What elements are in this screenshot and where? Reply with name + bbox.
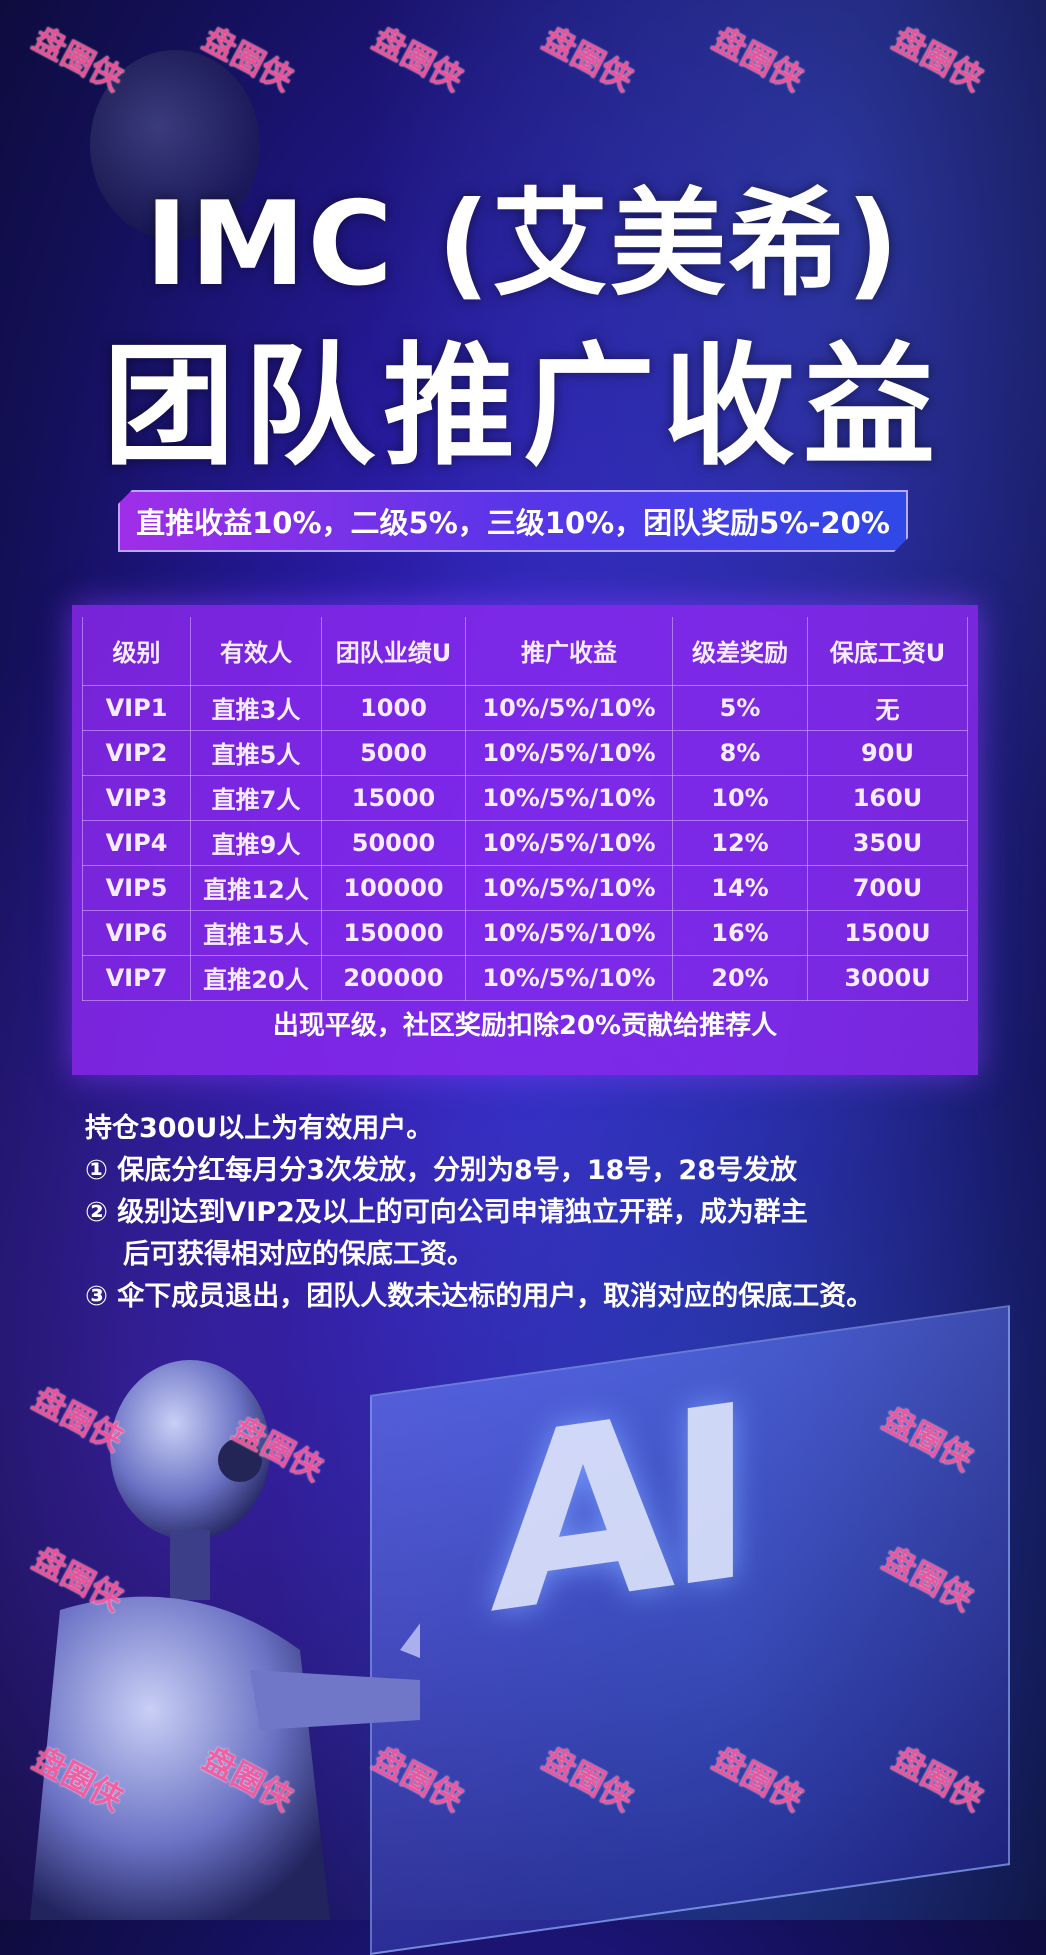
cell-level: VIP1 (82, 684, 191, 731)
rule-item-2-continued: 后可获得相对应的保底工资。 (123, 1239, 474, 1270)
cell-base-salary: 90U (807, 729, 968, 776)
cell-level-difference-reward: 14% (672, 864, 808, 911)
table-row: VIP7 直推20人 200000 10%/5%/10% 20% 3000U (82, 954, 968, 1001)
cell-level: VIP7 (82, 954, 191, 1001)
cell-base-salary: 350U (807, 819, 968, 866)
cell-promotion-income: 10%/5%/10% (465, 774, 673, 821)
cell-promotion-income: 10%/5%/10% (465, 864, 673, 911)
cell-team-performance: 50000 (321, 819, 466, 866)
cell-valid-members: 直推3人 (190, 684, 322, 731)
header-team-performance: 团队业绩U (321, 617, 466, 686)
cell-valid-members: 直推7人 (190, 774, 322, 821)
cell-level-difference-reward: 10% (672, 774, 808, 821)
header-level: 级别 (82, 617, 191, 686)
cell-team-performance: 200000 (321, 954, 466, 1001)
cell-level-difference-reward: 12% (672, 819, 808, 866)
cell-team-performance: 100000 (321, 864, 466, 911)
cell-valid-members: 直推20人 (190, 954, 322, 1001)
rule-item-3: ③ 伞下成员退出，团队人数未达标的用户，取消对应的保底工资。 (85, 1281, 874, 1312)
table-row: VIP4 直推9人 50000 10%/5%/10% 12% 350U (82, 819, 968, 866)
rules-intro: 持仓300U以上为有效用户。 (85, 1113, 434, 1144)
cell-base-salary: 无 (807, 684, 968, 731)
rule-item-1: ① 保底分红每月分3次发放，分别为8号，18号，28号发放 (85, 1155, 797, 1186)
rule-item-2: ② 级别达到VIP2及以上的可向公司申请独立开群，成为群主 (85, 1197, 808, 1228)
cell-valid-members: 直推15人 (190, 909, 322, 956)
page-title-line2: 团队推广收益 (103, 330, 943, 484)
cell-base-salary: 1500U (807, 909, 968, 956)
cell-promotion-income: 10%/5%/10% (465, 954, 673, 1001)
cell-promotion-income: 10%/5%/10% (465, 684, 673, 731)
table-footer-note: 出现平级，社区奖励扣除20%贡献给推荐人 (272, 1011, 778, 1041)
cell-base-salary: 700U (807, 864, 968, 911)
table-row: VIP1 直推3人 1000 10%/5%/10% 5% 无 (82, 684, 968, 731)
cell-base-salary: 160U (807, 774, 968, 821)
ai-screen-text: AI (490, 1352, 746, 1668)
cell-valid-members: 直推5人 (190, 729, 322, 776)
cell-team-performance: 150000 (321, 909, 466, 956)
cell-level: VIP4 (82, 819, 191, 866)
cell-base-salary: 3000U (807, 954, 968, 1001)
cell-level: VIP6 (82, 909, 191, 956)
page-title-line1: IMC (艾美希) (144, 177, 902, 312)
cell-team-performance: 5000 (321, 729, 466, 776)
cell-level-difference-reward: 20% (672, 954, 808, 1001)
cell-level-difference-reward: 5% (672, 684, 808, 731)
cell-promotion-income: 10%/5%/10% (465, 729, 673, 776)
vip-level-table: 级别 有效人 团队业绩U 推广收益 级差奖励 保底工资U VIP1 直推3人 100… (82, 617, 968, 1001)
cell-promotion-income: 10%/5%/10% (465, 909, 673, 956)
cell-level-difference-reward: 8% (672, 729, 808, 776)
table-row: VIP6 直推15人 150000 10%/5%/10% 16% 1500U (82, 909, 968, 956)
table-row: VIP3 直推7人 15000 10%/5%/10% 10% 160U (82, 774, 968, 821)
cell-level-difference-reward: 16% (672, 909, 808, 956)
cell-valid-members: 直推9人 (190, 819, 322, 866)
cell-promotion-income: 10%/5%/10% (465, 819, 673, 866)
table-row: VIP5 直推12人 100000 10%/5%/10% 14% 700U (82, 864, 968, 911)
commission-banner: 直推收益10%，二级5%，三级10%，团队奖励5%-20% (118, 490, 908, 552)
cell-level: VIP5 (82, 864, 191, 911)
rules-section: 持仓300U以上为有效用户。 ① 保底分红每月分3次发放，分别为8号，18号，2… (85, 1108, 873, 1318)
robot-illustration (30, 1360, 420, 1920)
header-level-difference-reward: 级差奖励 (672, 617, 808, 686)
header-base-salary: 保底工资U (807, 617, 968, 686)
cell-level: VIP3 (82, 774, 191, 821)
header-valid-members: 有效人 (190, 617, 322, 686)
header-promotion-income: 推广收益 (465, 617, 673, 686)
cell-level: VIP2 (82, 729, 191, 776)
vip-level-table-panel: 级别 有效人 团队业绩U 推广收益 级差奖励 保底工资U VIP1 直推3人 100… (72, 605, 978, 1075)
robot-head-decoration (90, 50, 260, 240)
table-row: VIP2 直推5人 5000 10%/5%/10% 8% 90U (82, 729, 968, 776)
cell-team-performance: 15000 (321, 774, 466, 821)
cell-valid-members: 直推12人 (190, 864, 322, 911)
table-header-row: 级别 有效人 团队业绩U 推广收益 级差奖励 保底工资U (82, 617, 968, 686)
cell-team-performance: 1000 (321, 684, 466, 731)
